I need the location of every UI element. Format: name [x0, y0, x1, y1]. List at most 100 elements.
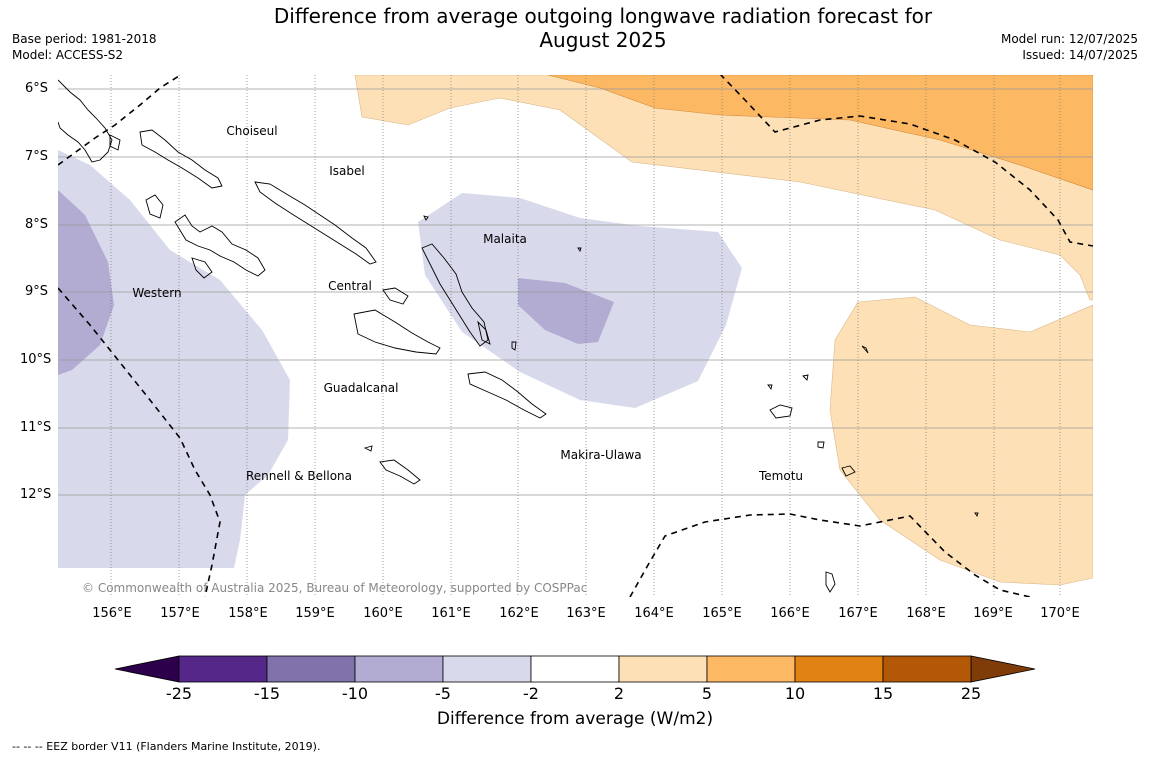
lon-label-163e: 163°E — [566, 606, 606, 621]
island-malaita — [421, 243, 489, 347]
lon-label-167e: 167°E — [838, 606, 878, 621]
island-rennell — [379, 459, 421, 485]
colorbar-segment — [794, 655, 884, 683]
island-isabel — [254, 181, 377, 265]
label-temotu: Temotu — [758, 469, 803, 483]
meta-right: Model run: 12/07/2025 Issued: 14/07/2025 — [1001, 31, 1138, 63]
colorbar-segment — [178, 655, 268, 683]
lon-label-160e: 160°E — [363, 606, 403, 621]
lon-label-158e: 158°E — [228, 606, 268, 621]
island-vella-lavella — [145, 194, 164, 219]
anomaly-minus-5-10-west — [58, 190, 114, 375]
colorbar-tick: 25 — [960, 684, 982, 703]
island-nggela — [382, 287, 409, 305]
meta-left: Base period: 1981-2018 Model: ACCESS-S2 — [12, 31, 157, 63]
lon-label-166e: 166°E — [770, 606, 810, 621]
lon-label-169e: 169°E — [973, 606, 1013, 621]
anomaly-5-10-north — [547, 75, 1093, 191]
colorbar-tick: -15 — [253, 684, 281, 703]
eez-line-west — [58, 287, 221, 597]
lat-label-11s: 11°S — [20, 420, 52, 435]
island-bougainville — [58, 79, 113, 163]
island-rendova — [191, 257, 213, 279]
colorbar-over-arrow — [970, 655, 1036, 683]
label-central: Central — [328, 279, 372, 293]
islands — [58, 79, 979, 593]
island-tikopia — [974, 512, 979, 518]
lon-label-156e: 156°E — [92, 606, 132, 621]
colorbar-segment — [354, 655, 444, 683]
base-period: Base period: 1981-2018 — [12, 32, 157, 46]
lon-label-164e: 164°E — [634, 606, 674, 621]
label-guadalcanal: Guadalcanal — [324, 381, 399, 395]
model-run: Model run: 12/07/2025 — [1000, 32, 1138, 46]
colorbar-tick: 15 — [872, 684, 894, 703]
lon-label-168e: 168°E — [906, 606, 946, 621]
anomaly-minus-5-10-central — [518, 278, 614, 344]
lat-label-9s: 9°S — [24, 284, 48, 299]
province-labels: Choiseul Isabel Malaita Western Central … — [132, 124, 803, 483]
eez-footnote: -- -- -- EEZ border V11 (Flanders Marine… — [12, 740, 321, 753]
island-makira — [467, 371, 547, 419]
colorbar-segment — [618, 655, 708, 683]
lon-label-165e: 165°E — [702, 606, 742, 621]
label-choiseul: Choiseul — [226, 124, 277, 138]
colorbar — [114, 655, 1036, 683]
colorbar-segment — [706, 655, 796, 683]
colorbar-segment — [530, 655, 620, 683]
island-ontong — [577, 247, 582, 253]
lat-label-6s: 6°S — [24, 81, 48, 96]
title-line-1: Difference from average outgoing longwav… — [273, 4, 933, 28]
model-name: Model: ACCESS-S2 — [12, 48, 124, 62]
island-reef-islands — [802, 374, 809, 381]
lon-label-161e: 161°E — [431, 606, 471, 621]
lon-label-159e: 159°E — [295, 606, 335, 621]
eez-borders — [58, 75, 1093, 597]
colorbar-under-arrow — [114, 655, 180, 683]
island-sikaiana — [511, 341, 517, 351]
lon-label-157e: 157°E — [160, 606, 200, 621]
island-choiseul — [139, 129, 223, 189]
island-duff — [861, 345, 869, 354]
anomaly-minus-2-5-west — [58, 150, 290, 568]
label-rennell-bellona: Rennell & Bellona — [246, 469, 352, 483]
label-western: Western — [132, 286, 181, 300]
colorbar-title: Difference from average (W/m2) — [436, 709, 714, 729]
island-torres — [825, 571, 836, 593]
lat-label-8s: 8°S — [24, 217, 48, 232]
lat-label-12s: 12°S — [20, 487, 52, 502]
lon-label-162e: 162°E — [499, 606, 539, 621]
colorbar-segment — [882, 655, 972, 683]
island-guadalcanal — [353, 309, 441, 355]
colorbar-tick: -25 — [165, 684, 193, 703]
island-vanikoro — [841, 465, 856, 477]
colorbar-tick: 10 — [784, 684, 806, 703]
colorbar-tick: 2 — [613, 684, 625, 703]
gridlines — [58, 88, 1093, 496]
island-santa-cruz — [769, 404, 793, 419]
copyright-text: © Commonwealth of Australia 2025, Bureau… — [82, 581, 587, 595]
colorbar-segment — [442, 655, 532, 683]
island-shortland — [109, 134, 121, 151]
lat-label-10s: 10°S — [20, 352, 52, 367]
colorbar-tick: -2 — [523, 684, 539, 703]
map-title: Difference from average outgoing longwav… — [250, 4, 956, 52]
colorbar-tick: -10 — [341, 684, 369, 703]
label-isabel: Isabel — [329, 164, 364, 178]
eez-line-north-east — [719, 75, 1093, 247]
title-line-2: August 2025 — [539, 28, 667, 52]
island-utupua — [817, 441, 825, 449]
island-ndai — [423, 215, 429, 221]
colorbar-tick: -5 — [435, 684, 451, 703]
lon-label-170e: 170°E — [1040, 606, 1080, 621]
island-anuta — [767, 384, 773, 391]
colorbar-segment — [266, 655, 356, 683]
anomaly-2-5-east — [829, 296, 1093, 586]
label-makira-ulawa: Makira-Ulawa — [560, 448, 641, 462]
island-south-malaita — [477, 320, 491, 345]
eez-line-north-west — [58, 75, 182, 166]
label-malaita: Malaita — [483, 232, 527, 246]
colorbar-tick: 5 — [701, 684, 713, 703]
island-new-georgia — [174, 214, 266, 277]
